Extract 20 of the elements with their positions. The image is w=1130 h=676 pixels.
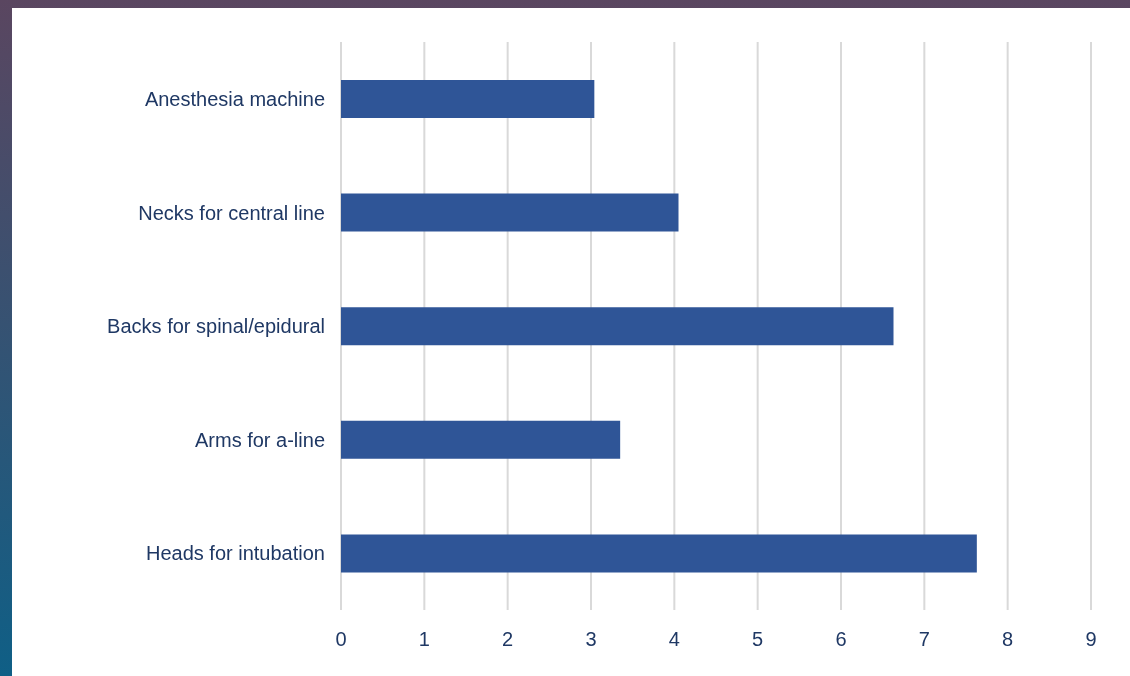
x-tick-label: 6 bbox=[835, 628, 847, 651]
x-tick-label: 8 bbox=[1002, 628, 1014, 651]
x-tick-label: 3 bbox=[585, 628, 597, 651]
x-tick-label: 1 bbox=[418, 628, 430, 651]
y-tick-label: Heads for intubation bbox=[145, 542, 325, 565]
y-tick-label: Necks for central line bbox=[138, 201, 325, 224]
x-tick-label: 2 bbox=[502, 628, 514, 651]
x-tick-label: 7 bbox=[918, 628, 930, 651]
bar bbox=[341, 193, 679, 232]
bar bbox=[341, 420, 621, 459]
x-tick-label: 4 bbox=[668, 628, 680, 651]
x-tick-label: 9 bbox=[1085, 628, 1097, 651]
bar bbox=[341, 80, 595, 118]
x-tick-label: 0 bbox=[335, 628, 347, 651]
bar bbox=[341, 307, 894, 346]
y-tick-label: Arms for a-line bbox=[194, 428, 325, 451]
y-tick-label: Backs for spinal/epidural bbox=[107, 315, 325, 338]
y-tick-label: Anesthesia machine bbox=[144, 87, 325, 110]
bar bbox=[341, 534, 977, 573]
x-tick-label: 5 bbox=[752, 628, 764, 651]
